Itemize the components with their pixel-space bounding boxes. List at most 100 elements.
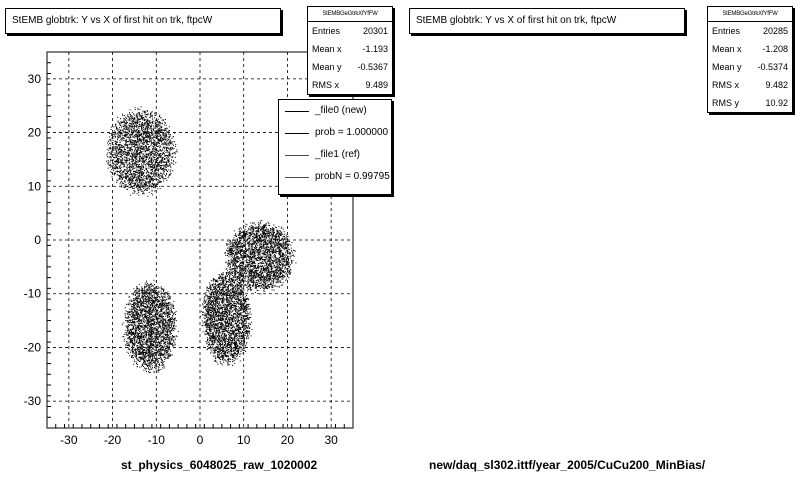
scatter-point	[273, 252, 275, 254]
scatter-point	[242, 253, 244, 254]
scatter-point	[124, 166, 126, 168]
scatter-point	[264, 227, 266, 229]
scatter-point	[247, 265, 249, 266]
scatter-point	[127, 154, 129, 156]
scatter-point	[278, 261, 280, 262]
scatter-point	[166, 140, 168, 142]
scatter-point	[250, 228, 252, 230]
scatter-point	[130, 126, 132, 128]
scatter-point	[143, 146, 145, 148]
scatter-point	[241, 249, 243, 250]
scatter-point	[123, 157, 125, 159]
scatter-point	[158, 124, 160, 126]
scatter-point	[142, 159, 144, 161]
scatter-point	[154, 133, 156, 135]
scatter-point	[272, 256, 274, 258]
scatter-point	[148, 146, 150, 147]
scatter-point	[141, 135, 143, 137]
scatter-point	[127, 179, 129, 181]
scatter-point	[287, 253, 289, 254]
scatter-point	[245, 235, 247, 237]
scatter-point	[129, 146, 131, 148]
scatter-point	[132, 127, 134, 129]
scatter-point	[236, 245, 238, 247]
scatter-point	[140, 182, 142, 184]
scatter-point	[136, 185, 138, 187]
scatter-point	[131, 179, 133, 181]
scatter-point	[260, 234, 262, 236]
scatter-point	[172, 141, 174, 142]
scatter-point	[236, 276, 238, 278]
scatter-point	[264, 233, 266, 235]
scatter-point	[233, 230, 235, 232]
scatter-point	[238, 246, 240, 248]
scatter-point	[280, 244, 282, 246]
scatter-point	[137, 128, 138, 130]
scatter-point	[138, 181, 140, 183]
scatter-point	[265, 286, 267, 288]
scatter-point	[130, 150, 132, 152]
scatter-point	[274, 237, 276, 239]
scatter-point	[236, 281, 238, 283]
scatter-point	[283, 244, 285, 245]
scatter-point	[255, 248, 257, 250]
scatter-point	[131, 148, 133, 150]
scatter-point	[152, 148, 154, 150]
scatter-point	[265, 267, 267, 269]
scatter-point	[145, 140, 147, 142]
scatter-point	[140, 142, 142, 144]
scatter-point	[164, 165, 166, 167]
scatter-point	[143, 176, 145, 178]
scatter-point	[139, 167, 141, 169]
scatter-point	[280, 256, 281, 257]
scatter-point	[284, 254, 286, 256]
scatter-point	[260, 270, 262, 272]
scatter-point	[157, 142, 159, 144]
scatter-point	[151, 128, 153, 130]
scatter-point	[127, 171, 129, 172]
scatter-point	[261, 257, 263, 259]
scatter-point	[141, 193, 143, 195]
scatter-point	[262, 268, 264, 270]
scatter-point	[277, 231, 279, 233]
scatter-point	[146, 136, 148, 138]
scatter-point	[131, 164, 133, 166]
scatter-point	[156, 168, 157, 170]
scatter-point	[135, 156, 137, 158]
scatter-point	[237, 277, 239, 279]
scatter-point	[278, 241, 280, 243]
scatter-point	[257, 237, 259, 239]
scatter-point	[266, 242, 268, 244]
scatter-point	[159, 114, 161, 116]
scatter-point	[150, 173, 152, 174]
scatter-point	[253, 280, 255, 282]
scatter-point	[279, 249, 280, 251]
scatter-point	[269, 271, 271, 273]
scatter-point	[130, 123, 132, 125]
scatter-point	[110, 126, 112, 128]
scatter-point	[260, 238, 262, 240]
scatter-point	[147, 122, 149, 124]
scatter-point	[151, 173, 153, 174]
scatter-point	[112, 146, 114, 148]
scatter-point	[250, 256, 251, 257]
scatter-point	[155, 145, 157, 146]
scatter-point	[232, 240, 234, 242]
scatter-point	[258, 278, 260, 280]
scatter-point	[265, 229, 267, 230]
scatter-point	[282, 271, 284, 273]
scatter-point	[154, 162, 156, 164]
scatter-point	[135, 126, 137, 127]
scatter-point	[248, 288, 250, 290]
scatter-point	[164, 155, 166, 157]
scatter-point	[284, 275, 286, 277]
scatter-point	[156, 163, 158, 165]
scatter-point	[115, 142, 117, 144]
scatter-point	[277, 231, 278, 233]
scatter-point	[274, 259, 276, 261]
scatter-point	[278, 266, 280, 268]
scatter-point	[286, 264, 288, 266]
scatter-point	[142, 158, 144, 160]
scatter-point	[257, 226, 259, 228]
scatter-point	[260, 268, 262, 270]
